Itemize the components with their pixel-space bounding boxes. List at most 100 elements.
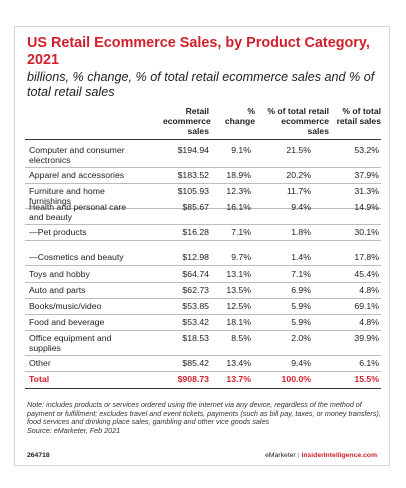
row-sales: $105.93 <box>177 186 209 196</box>
row-share-retail: 53.2% <box>354 145 379 155</box>
row-share-retail: 4.8% <box>359 317 379 327</box>
row-share-ecom: 9.4% <box>291 358 311 368</box>
total-label: Total <box>29 374 50 384</box>
row-sales: $62.73 <box>182 285 209 295</box>
table-row: —Cosmetics and beauty $12.98 9.7% 1.4% 17.8% <box>25 249 381 265</box>
row-change: 9.1% <box>231 145 251 155</box>
row-category: Food and beverage <box>29 317 105 327</box>
total-row: Total $908.73 13.7% 100.0% 15.5% <box>25 371 381 387</box>
source-text: Source: eMarketer, Feb 2021 <box>27 425 121 435</box>
column-header-change: % change <box>224 106 255 126</box>
row-category: Furniture and home furnishings <box>29 186 105 206</box>
row-sales: $85.67 <box>182 202 209 212</box>
row-category: Apparel and accessories <box>29 170 125 180</box>
row-share-ecom: 21.5% <box>286 145 311 155</box>
row-change: 18.9% <box>226 170 251 180</box>
table-row: Food and beverage $53.42 18.1% 5.9% 4.8% <box>25 314 381 330</box>
report-card: US Retail Ecommerce Sales, by Product Ca… <box>14 26 390 466</box>
row-share-retail: 39.9% <box>354 333 379 343</box>
row-sales: $16.28 <box>182 227 209 237</box>
row-change: 9.7% <box>231 252 251 262</box>
row-share-retail: 6.1% <box>359 358 379 368</box>
row-share-ecom: 1.8% <box>291 227 311 237</box>
row-category: —Pet products <box>29 227 87 237</box>
table-notes: Note: includes products or services orde… <box>27 400 381 435</box>
brand-name: eMarketer <box>265 452 296 459</box>
row-category: Books/music/video <box>29 301 102 311</box>
row-divider <box>25 208 381 209</box>
row-divider <box>25 240 381 241</box>
row-share-retail: 14.9% <box>354 202 379 212</box>
table-row: —Pet products $16.28 7.1% 1.8% 30.1% <box>25 224 381 240</box>
table-row: Auto and parts $62.73 13.5% 6.9% 4.8% <box>25 282 381 298</box>
table-row: Other $85.42 13.4% 9.4% 6.1% <box>25 355 381 371</box>
row-category: Auto and parts <box>29 285 86 295</box>
row-divider <box>25 167 381 168</box>
total-rule <box>25 388 381 390</box>
row-share-ecom: 11.7% <box>287 186 311 196</box>
row-divider <box>25 330 381 331</box>
row-share-retail: 45.4% <box>354 269 379 279</box>
brand-site: InsiderIntelligence.com <box>301 452 377 459</box>
note-text: Note: includes products or services orde… <box>27 400 381 427</box>
row-share-retail: 31.3% <box>354 186 379 196</box>
table-row: Health and personal care and beauty $85.6… <box>25 199 381 224</box>
report-subtitle: billions, % change, % of total retail ec… <box>27 70 375 99</box>
footer-brand: eMarketer | InsiderIntelligence.com <box>265 452 377 459</box>
row-share-ecom: 7.1% <box>291 269 311 279</box>
row-share-retail: 4.8% <box>359 285 379 295</box>
column-header-share-ecommerce: % of total retail ecommerce sales <box>267 106 329 136</box>
row-sales: $12.98 <box>182 252 209 262</box>
row-share-retail: 69.1% <box>354 301 379 311</box>
row-change: 8.5% <box>231 333 251 343</box>
row-category: Office equipment and supplies <box>29 333 112 353</box>
row-divider <box>25 355 381 356</box>
row-divider <box>25 371 381 372</box>
table-row: Books/music/video $53.85 12.5% 5.9% 69.1% <box>25 298 381 314</box>
row-share-retail: 37.9% <box>354 170 379 180</box>
row-category: Health and personal care and beauty <box>29 202 127 222</box>
row-divider <box>25 298 381 299</box>
row-category: —Cosmetics and beauty <box>29 252 124 262</box>
table-row: Apparel and accessories $183.52 18.9% 20.2%… <box>25 167 381 183</box>
row-sales: $183.52 <box>177 170 209 180</box>
row-category: Computer and consumer electronics <box>29 145 125 165</box>
chart-id: 264718 <box>27 452 50 459</box>
row-sales: $18.53 <box>182 333 209 343</box>
column-header-share-retail: % of total retail sales <box>336 106 381 126</box>
column-header-sales: Retail ecommerce sales <box>163 106 211 136</box>
row-category: Other <box>29 358 51 368</box>
row-change: 12.5% <box>226 301 251 311</box>
row-share-ecom: 20.2% <box>286 170 311 180</box>
row-sales: $85.42 <box>182 358 209 368</box>
row-share-ecom: 1.4% <box>291 252 311 262</box>
row-sales: $64.74 <box>182 269 209 279</box>
row-share-ecom: 9.4% <box>291 202 311 212</box>
row-change: 18.1% <box>226 317 251 327</box>
report-title: US Retail Ecommerce Sales, by Product Ca… <box>27 35 370 68</box>
row-share-retail: 30.1% <box>354 227 379 237</box>
total-sales: $908.73 <box>177 374 209 384</box>
row-share-ecom: 6.9% <box>291 285 311 295</box>
row-change: 13.1% <box>226 269 251 279</box>
row-change: 7.1% <box>231 227 251 237</box>
row-divider <box>25 224 381 225</box>
total-share-retail: 15.5% <box>354 374 379 384</box>
table-row: Office equipment and supplies $18.53 8.5% 2… <box>25 330 381 355</box>
row-divider <box>25 183 381 184</box>
total-share-ecom: 100.0% <box>281 374 311 384</box>
row-sales: $53.85 <box>182 301 209 311</box>
row-share-ecom: 5.9% <box>291 301 311 311</box>
table-row: Computer and consumer electronics $194.94… <box>25 142 381 167</box>
row-category: Toys and hobby <box>29 269 90 279</box>
row-share-ecom: 2.0% <box>291 333 311 343</box>
brand-separator: | <box>297 452 300 459</box>
row-sales: $53.42 <box>182 317 209 327</box>
row-change: 16.1% <box>226 202 251 212</box>
row-change: 13.4% <box>226 358 251 368</box>
row-sales: $194.94 <box>177 145 209 155</box>
row-divider <box>25 314 381 315</box>
row-share-ecom: 5.9% <box>291 317 311 327</box>
total-change: 13.7% <box>226 374 251 384</box>
row-share-retail: 17.8% <box>354 252 379 262</box>
